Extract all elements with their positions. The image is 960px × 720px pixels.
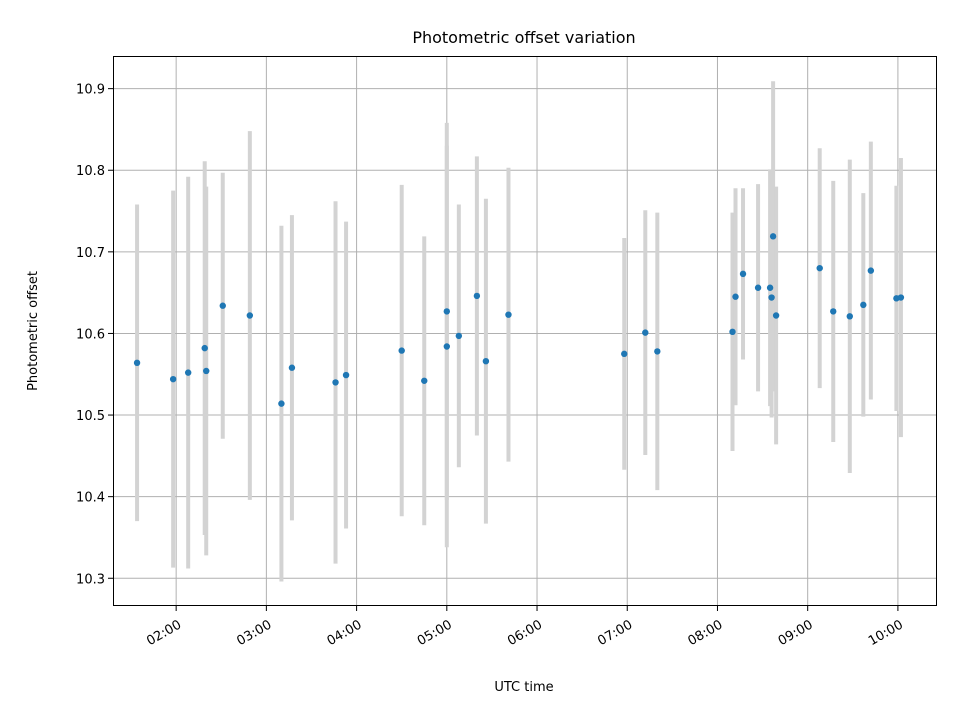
data-point bbox=[772, 312, 780, 319]
data-point bbox=[867, 267, 875, 274]
axis-ticks: 02:00 03:00 04:00 05:00 06:00 07:00 08:00 09:00… bbox=[76, 83, 906, 649]
x-tick-label: 10:00 bbox=[866, 617, 906, 649]
data-point bbox=[505, 311, 512, 318]
data-points bbox=[133, 233, 905, 407]
x-tick-label: 04:00 bbox=[325, 617, 365, 649]
data-point bbox=[421, 377, 428, 384]
x-tick-label: 07:00 bbox=[595, 617, 635, 649]
plot-frame bbox=[113, 56, 937, 606]
data-point bbox=[621, 350, 628, 358]
grid-lines bbox=[113, 56, 937, 606]
y-axis-label: Photometric offset bbox=[26, 271, 41, 391]
data-point bbox=[342, 371, 350, 379]
data-point bbox=[443, 308, 451, 315]
data-point bbox=[203, 367, 210, 375]
y-tick-label: 10.3 bbox=[76, 572, 105, 587]
data-point bbox=[739, 270, 747, 278]
data-point bbox=[219, 302, 226, 309]
y-tick-label: 10.8 bbox=[76, 164, 105, 179]
data-point bbox=[830, 308, 837, 315]
data-point bbox=[398, 347, 405, 354]
data-point bbox=[769, 233, 777, 240]
x-tick-label: 08:00 bbox=[686, 617, 726, 649]
x-tick-label: 09:00 bbox=[776, 617, 816, 649]
data-point bbox=[729, 328, 736, 336]
x-axis-label: UTC time bbox=[494, 680, 553, 695]
y-tick-label: 10.4 bbox=[76, 491, 105, 506]
x-tick-label: 02:00 bbox=[144, 617, 184, 649]
data-point bbox=[754, 284, 762, 291]
data-point bbox=[816, 264, 823, 272]
x-tick-label: 06:00 bbox=[505, 617, 545, 649]
data-point bbox=[184, 369, 192, 376]
data-point bbox=[768, 294, 775, 301]
data-point bbox=[332, 379, 339, 386]
data-point bbox=[133, 359, 141, 367]
data-point bbox=[201, 344, 208, 352]
y-tick-label: 10.6 bbox=[76, 327, 105, 342]
data-point bbox=[169, 375, 177, 383]
data-point bbox=[443, 343, 451, 350]
data-point bbox=[732, 293, 739, 300]
y-tick-label: 10.5 bbox=[76, 409, 105, 424]
data-point bbox=[766, 284, 774, 291]
y-tick-label: 10.9 bbox=[76, 83, 105, 98]
data-point bbox=[288, 364, 296, 371]
y-tick-label: 10.7 bbox=[76, 246, 105, 261]
chart-title: Photometric offset variation bbox=[412, 28, 635, 47]
data-point bbox=[246, 312, 254, 319]
data-point bbox=[642, 329, 649, 336]
data-point bbox=[654, 348, 661, 355]
x-tick-label: 03:00 bbox=[234, 617, 274, 649]
data-point bbox=[482, 357, 490, 365]
error-bars bbox=[135, 81, 903, 582]
data-point bbox=[860, 301, 867, 309]
x-tick-label: 05:00 bbox=[415, 617, 455, 649]
data-point bbox=[455, 332, 463, 340]
data-point bbox=[278, 400, 285, 407]
data-point bbox=[897, 294, 905, 301]
data-point bbox=[473, 292, 481, 300]
data-point bbox=[846, 313, 853, 320]
